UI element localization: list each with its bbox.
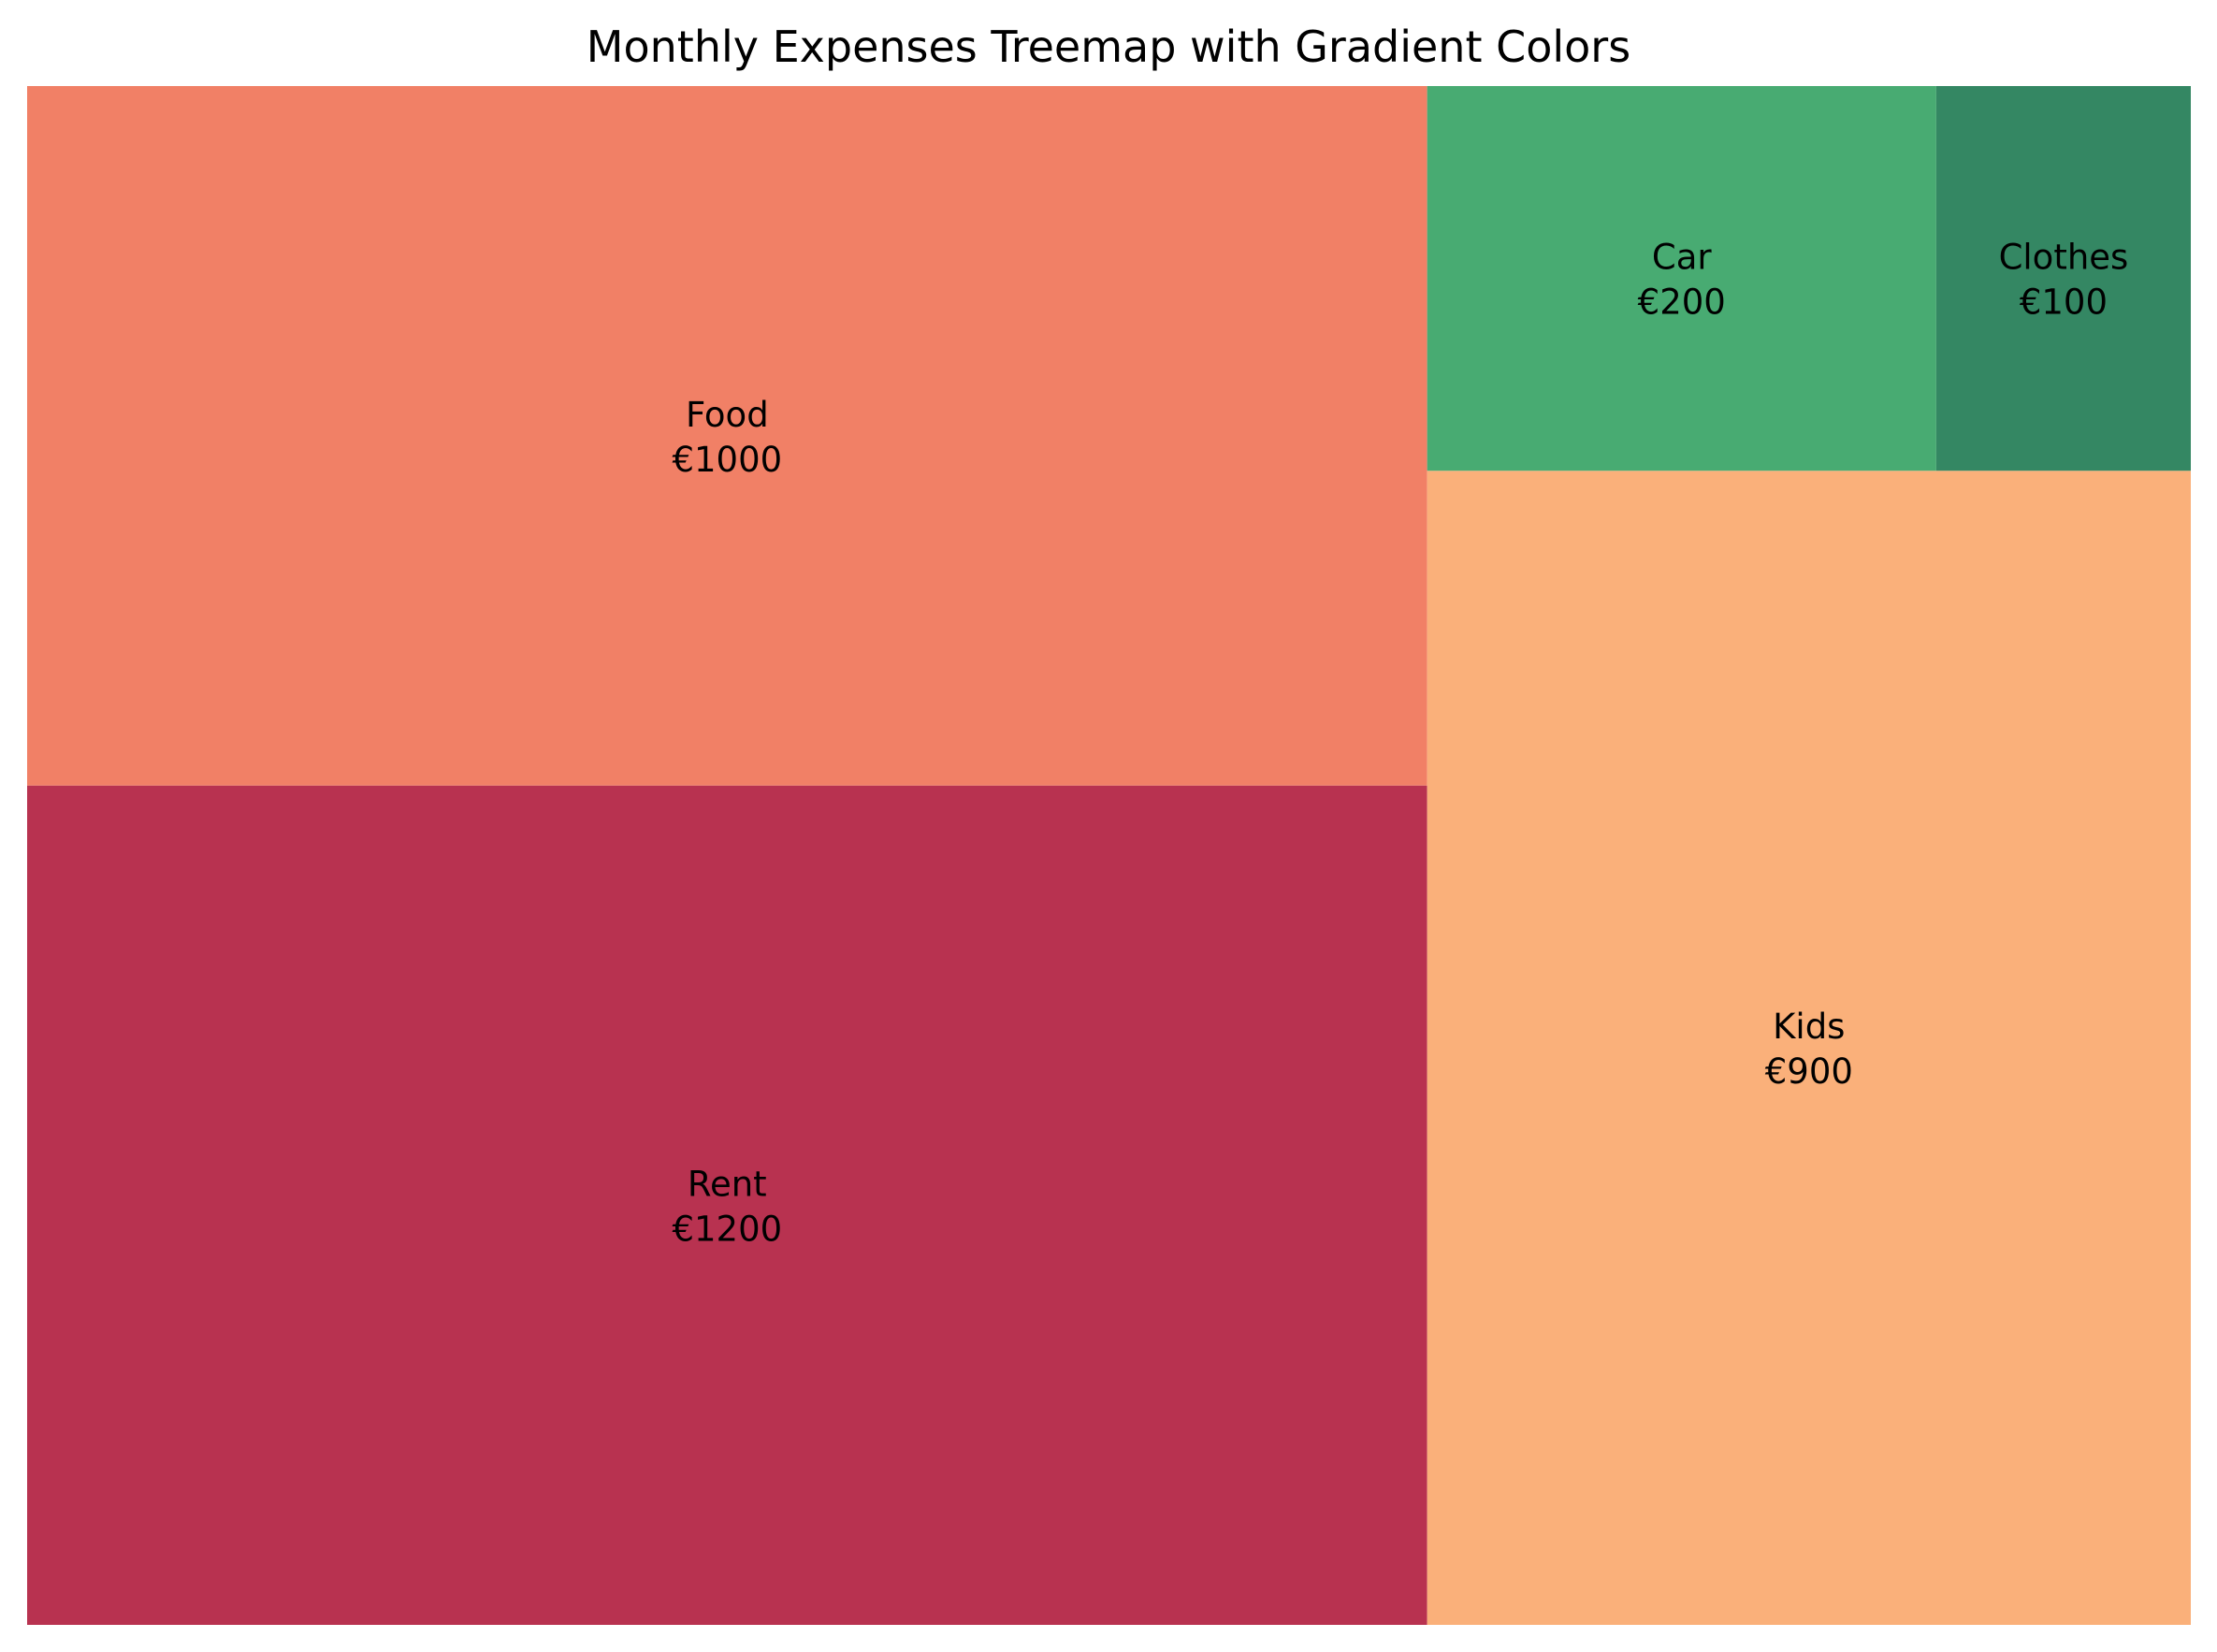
treemap-label-clothes: Clothes <box>1999 238 2129 278</box>
treemap-rect-rent <box>27 785 1427 1625</box>
treemap-cell-kids: Kids€900 <box>1427 471 2191 1625</box>
treemap-cell-clothes: Clothes €100 <box>1935 86 2191 471</box>
treemap-cell-car: Car €200 <box>1427 86 1936 471</box>
treemap-cell-rent: Rent €1200 <box>27 785 1427 1625</box>
treemap-rect-food <box>27 86 1427 786</box>
treemap-label-food: Food <box>686 395 769 435</box>
treemap-rect-clothes <box>1935 86 2191 471</box>
treemap-label-car: Car <box>1652 238 1713 278</box>
treemap-label-kids: Kids <box>1773 1007 1845 1047</box>
treemap-rect-car <box>1427 86 1936 471</box>
treemap-cell-food: Food €1000 <box>27 86 1427 786</box>
treemap-value-car: €200 <box>1638 283 1726 323</box>
chart-title: Monthly Expenses Treemap with Gradient C… <box>586 22 1631 72</box>
treemap-value-food: €1000 <box>672 440 782 480</box>
treemap-rect-kids <box>1427 471 2191 1625</box>
treemap-value-clothes: €100 <box>2020 283 2108 323</box>
treemap-value-rent: €1200 <box>672 1209 782 1249</box>
treemap-label-rent: Rent <box>688 1164 767 1204</box>
treemap-value-kids: €900 <box>1765 1051 1853 1092</box>
